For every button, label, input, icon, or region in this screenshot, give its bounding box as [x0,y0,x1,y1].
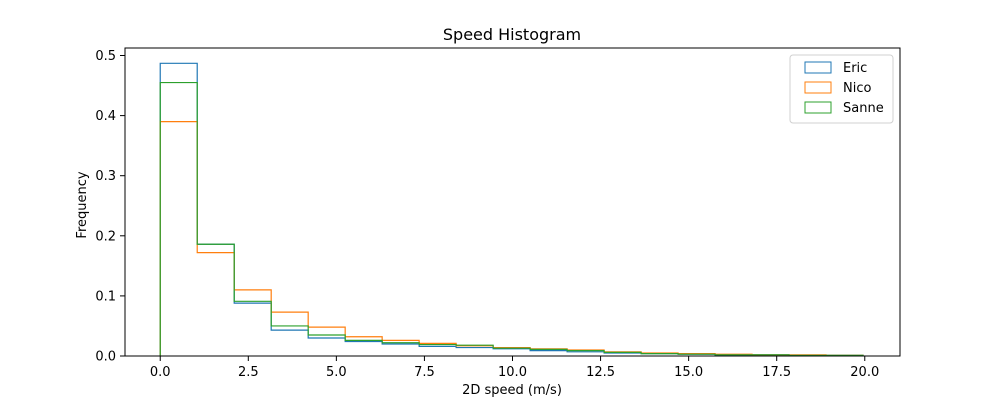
x-axis: 0.0 2.5 5.0 7.5 10.0 12.5 15.0 17.5 20.0 [150,356,879,380]
legend-swatch-sanne [804,101,832,114]
legend: Eric Nico Sanne [789,54,894,124]
y-tick-label: 0.5 [95,49,116,64]
legend-label-sanne: Sanne [843,101,884,116]
y-axis-label: Frequency [75,171,90,238]
y-tick-label: 0.4 [95,109,116,124]
x-axis-label: 2D speed (m/s) [462,383,562,398]
x-tick-label: 12.5 [586,365,615,380]
x-tick-label: 17.5 [762,365,791,380]
plot-area [124,47,901,357]
series-sanne-step [159,81,864,356]
legend-swatch-nico [804,81,832,94]
x-tick-label: 0.0 [150,365,171,380]
y-axis: 0.0 0.1 0.2 0.3 0.4 0.5 [95,49,125,365]
y-tick-label: 0.3 [95,169,116,184]
legend-box [789,54,894,124]
legend-swatch-eric [804,61,832,74]
x-tick-label: 20.0 [850,365,879,380]
chart-title: Speed Histogram [443,25,581,44]
x-tick-label: 15.0 [674,365,703,380]
x-tick-label: 10.0 [498,365,527,380]
x-tick-label: 7.5 [414,365,435,380]
legend-label-nico: Nico [843,81,871,96]
y-tick-label: 0.0 [95,350,116,365]
x-tick-label: 5.0 [326,365,347,380]
x-tick-label: 2.5 [238,365,259,380]
legend-label-eric: Eric [843,61,867,76]
y-tick-label: 0.2 [95,229,116,244]
y-tick-label: 0.1 [95,289,116,304]
